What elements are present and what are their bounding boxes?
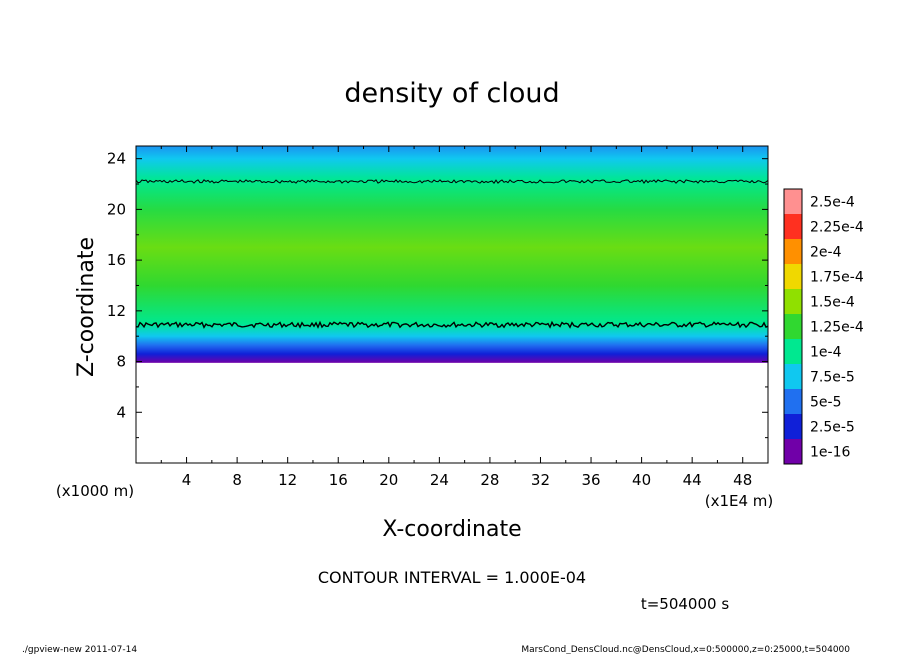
y-axis-ticks: 4 8 12 16 20 24 [107,150,768,439]
y-tick-label: 8 [116,353,126,371]
x-tick-label: 28 [480,471,499,489]
colorbar-swatch [784,439,802,464]
chart-title: density of cloud [344,78,559,109]
colorbar-label: 5e-5 [810,395,841,411]
colorbar-label: 1.25e-4 [810,320,864,336]
footer-right: MarsCond_DensCloud.nc@DensCloud,x=0:5000… [521,645,850,654]
x-tick-label: 4 [182,471,192,489]
colorbar-swatch [784,314,802,339]
colorbar-swatch [784,339,802,364]
colorbar-label: 1e-4 [810,345,842,361]
colorbar: 1e-16 2.5e-5 5e-5 7.5e-5 1e-4 1.25e-4 1.5e-4 1.… [783,188,864,465]
colorbar-label: 1.5e-4 [810,295,855,311]
y-axis-unit: (x1000 m) [56,482,134,500]
x-tick-label: 36 [581,471,600,489]
x-tick-label: 24 [430,471,449,489]
x-tick-label: 20 [379,471,398,489]
footer-left: ./gpview-new 2011-07-14 [22,645,137,654]
contour-interval-text: CONTOUR INTERVAL = 1.000E-04 [318,568,586,587]
x-axis-ticks: 4 8 12 16 20 24 28 32 36 40 44 48 [160,146,752,489]
y-tick-label: 16 [107,251,126,269]
x-axis-label: X-coordinate [382,517,521,542]
colorbar-swatch [784,414,802,439]
x-tick-label: 16 [329,471,348,489]
x-tick-label: 32 [531,471,550,489]
colorbar-swatch [784,239,802,264]
colorbar-label: 2.25e-4 [810,220,864,236]
x-tick-label: 12 [278,471,297,489]
x-axis-unit: (x1E4 m) [705,492,774,510]
x-tick-label: 44 [683,471,702,489]
colorbar-label: 1e-16 [810,445,850,461]
contour-line [135,179,769,185]
x-tick-label: 8 [232,471,242,489]
colorbar-label: 1.75e-4 [810,270,864,286]
colorbar-swatch [784,289,802,314]
colorbar-label: 2.5e-5 [810,420,855,436]
y-tick-label: 24 [107,150,126,168]
plot-frame [135,145,769,464]
cloud-density-field [136,146,768,363]
colorbar-swatch [784,364,802,389]
x-tick-label: 48 [733,471,752,489]
contour-line [135,320,769,329]
colorbar-frame [783,188,803,465]
colorbar-label: 7.5e-5 [810,370,855,386]
time-text: t=504000 s [641,595,729,613]
y-tick-label: 20 [107,200,126,218]
y-tick-label: 12 [107,302,126,320]
colorbar-label: 2e-4 [810,245,842,261]
plot-area [135,145,769,464]
y-axis-label: Z-coordinate [74,237,99,377]
colorbar-label: 2.5e-4 [810,195,855,211]
contour-lines [135,179,769,329]
colorbar-swatch [784,214,802,239]
colorbar-swatch [784,389,802,414]
colorbar-swatch [784,264,802,289]
y-tick-label: 4 [116,403,126,421]
x-tick-label: 40 [632,471,651,489]
colorbar-swatch [784,189,802,214]
